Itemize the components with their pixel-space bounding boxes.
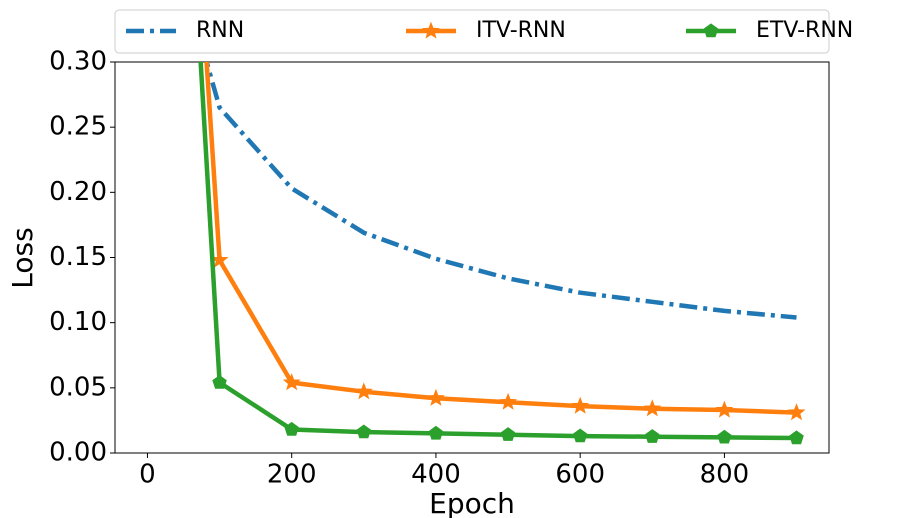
y-tick-label: 0.25 (49, 112, 107, 142)
point-marker (356, 424, 372, 439)
y-axis-label: Loss (6, 227, 39, 288)
y-tick-label: 0.00 (49, 438, 107, 468)
y-tick-label: 0.10 (49, 307, 107, 337)
x-tick-label: 200 (267, 460, 317, 490)
y-tick-label: 0.05 (49, 372, 107, 402)
series-line (198, 62, 797, 441)
legend-label: ITV-RNN (476, 18, 566, 43)
point-marker (643, 399, 662, 417)
point-marker (500, 427, 516, 441)
point-marker (572, 428, 588, 443)
legend-label: ETV-RNN (756, 18, 853, 43)
x-tick-label: 800 (700, 460, 750, 490)
point-marker (645, 429, 660, 443)
x-tick-label: 400 (411, 460, 461, 490)
series-line (204, 62, 797, 320)
legend-marker (422, 21, 440, 39)
x-tick-label: 600 (555, 460, 605, 490)
legend (114, 9, 830, 54)
y-tick-label: 0.30 (49, 47, 107, 77)
legend-marker (703, 23, 719, 38)
series-line (204, 62, 797, 415)
y-tick-label: 0.20 (49, 177, 107, 207)
point-marker (282, 373, 301, 391)
x-tick-label: 0 (139, 460, 156, 490)
point-marker (789, 430, 804, 445)
point-marker (787, 403, 806, 421)
legend-label: RNN (196, 18, 244, 43)
point-marker (284, 421, 299, 436)
point-marker (715, 400, 734, 418)
point-marker (499, 392, 518, 410)
x-axis-label: Epoch (429, 487, 515, 518)
point-marker (426, 388, 445, 406)
point-marker (571, 396, 590, 414)
point-marker (354, 382, 373, 400)
point-marker (212, 374, 227, 389)
point-marker (428, 425, 444, 440)
point-marker (717, 429, 732, 444)
y-tick-label: 0.15 (49, 242, 107, 272)
plot-area (198, 62, 806, 445)
